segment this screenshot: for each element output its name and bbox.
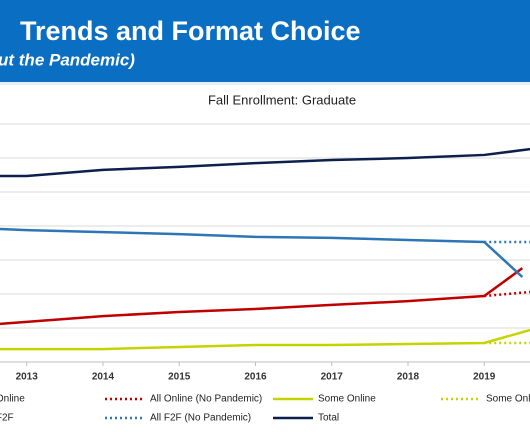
x-tick-label: 2014 [92, 372, 115, 383]
legend-label: All Online [0, 394, 25, 405]
x-tick-label: 2019 [473, 372, 496, 383]
chart-title: Fall Enrollment: Graduate [208, 92, 356, 107]
legend-label: All F2F [0, 413, 14, 424]
legend-label: All Online (No Pandemic) [150, 394, 262, 405]
legend-label: Some Online [318, 394, 376, 405]
header-band [0, 0, 530, 82]
slide-title: Trends and Format Choice [20, 16, 361, 46]
series-line [0, 147, 530, 178]
slide-subtitle: ut the Pandemic) [0, 50, 135, 69]
legend-label: Total [318, 413, 339, 424]
x-tick-label: 2017 [321, 372, 344, 383]
series-line [0, 267, 524, 326]
series-line [0, 328, 530, 351]
x-tick-label: 2015 [168, 372, 191, 383]
legend-label: Some Online (No Pandemic) [486, 394, 530, 405]
x-tick-label: 2013 [16, 372, 39, 383]
series-line [0, 227, 524, 278]
legend-label: All F2F (No Pandemic) [150, 413, 251, 424]
x-tick-label: 2018 [397, 372, 420, 383]
header-rule [0, 82, 530, 85]
x-tick-label: 2016 [244, 372, 267, 383]
